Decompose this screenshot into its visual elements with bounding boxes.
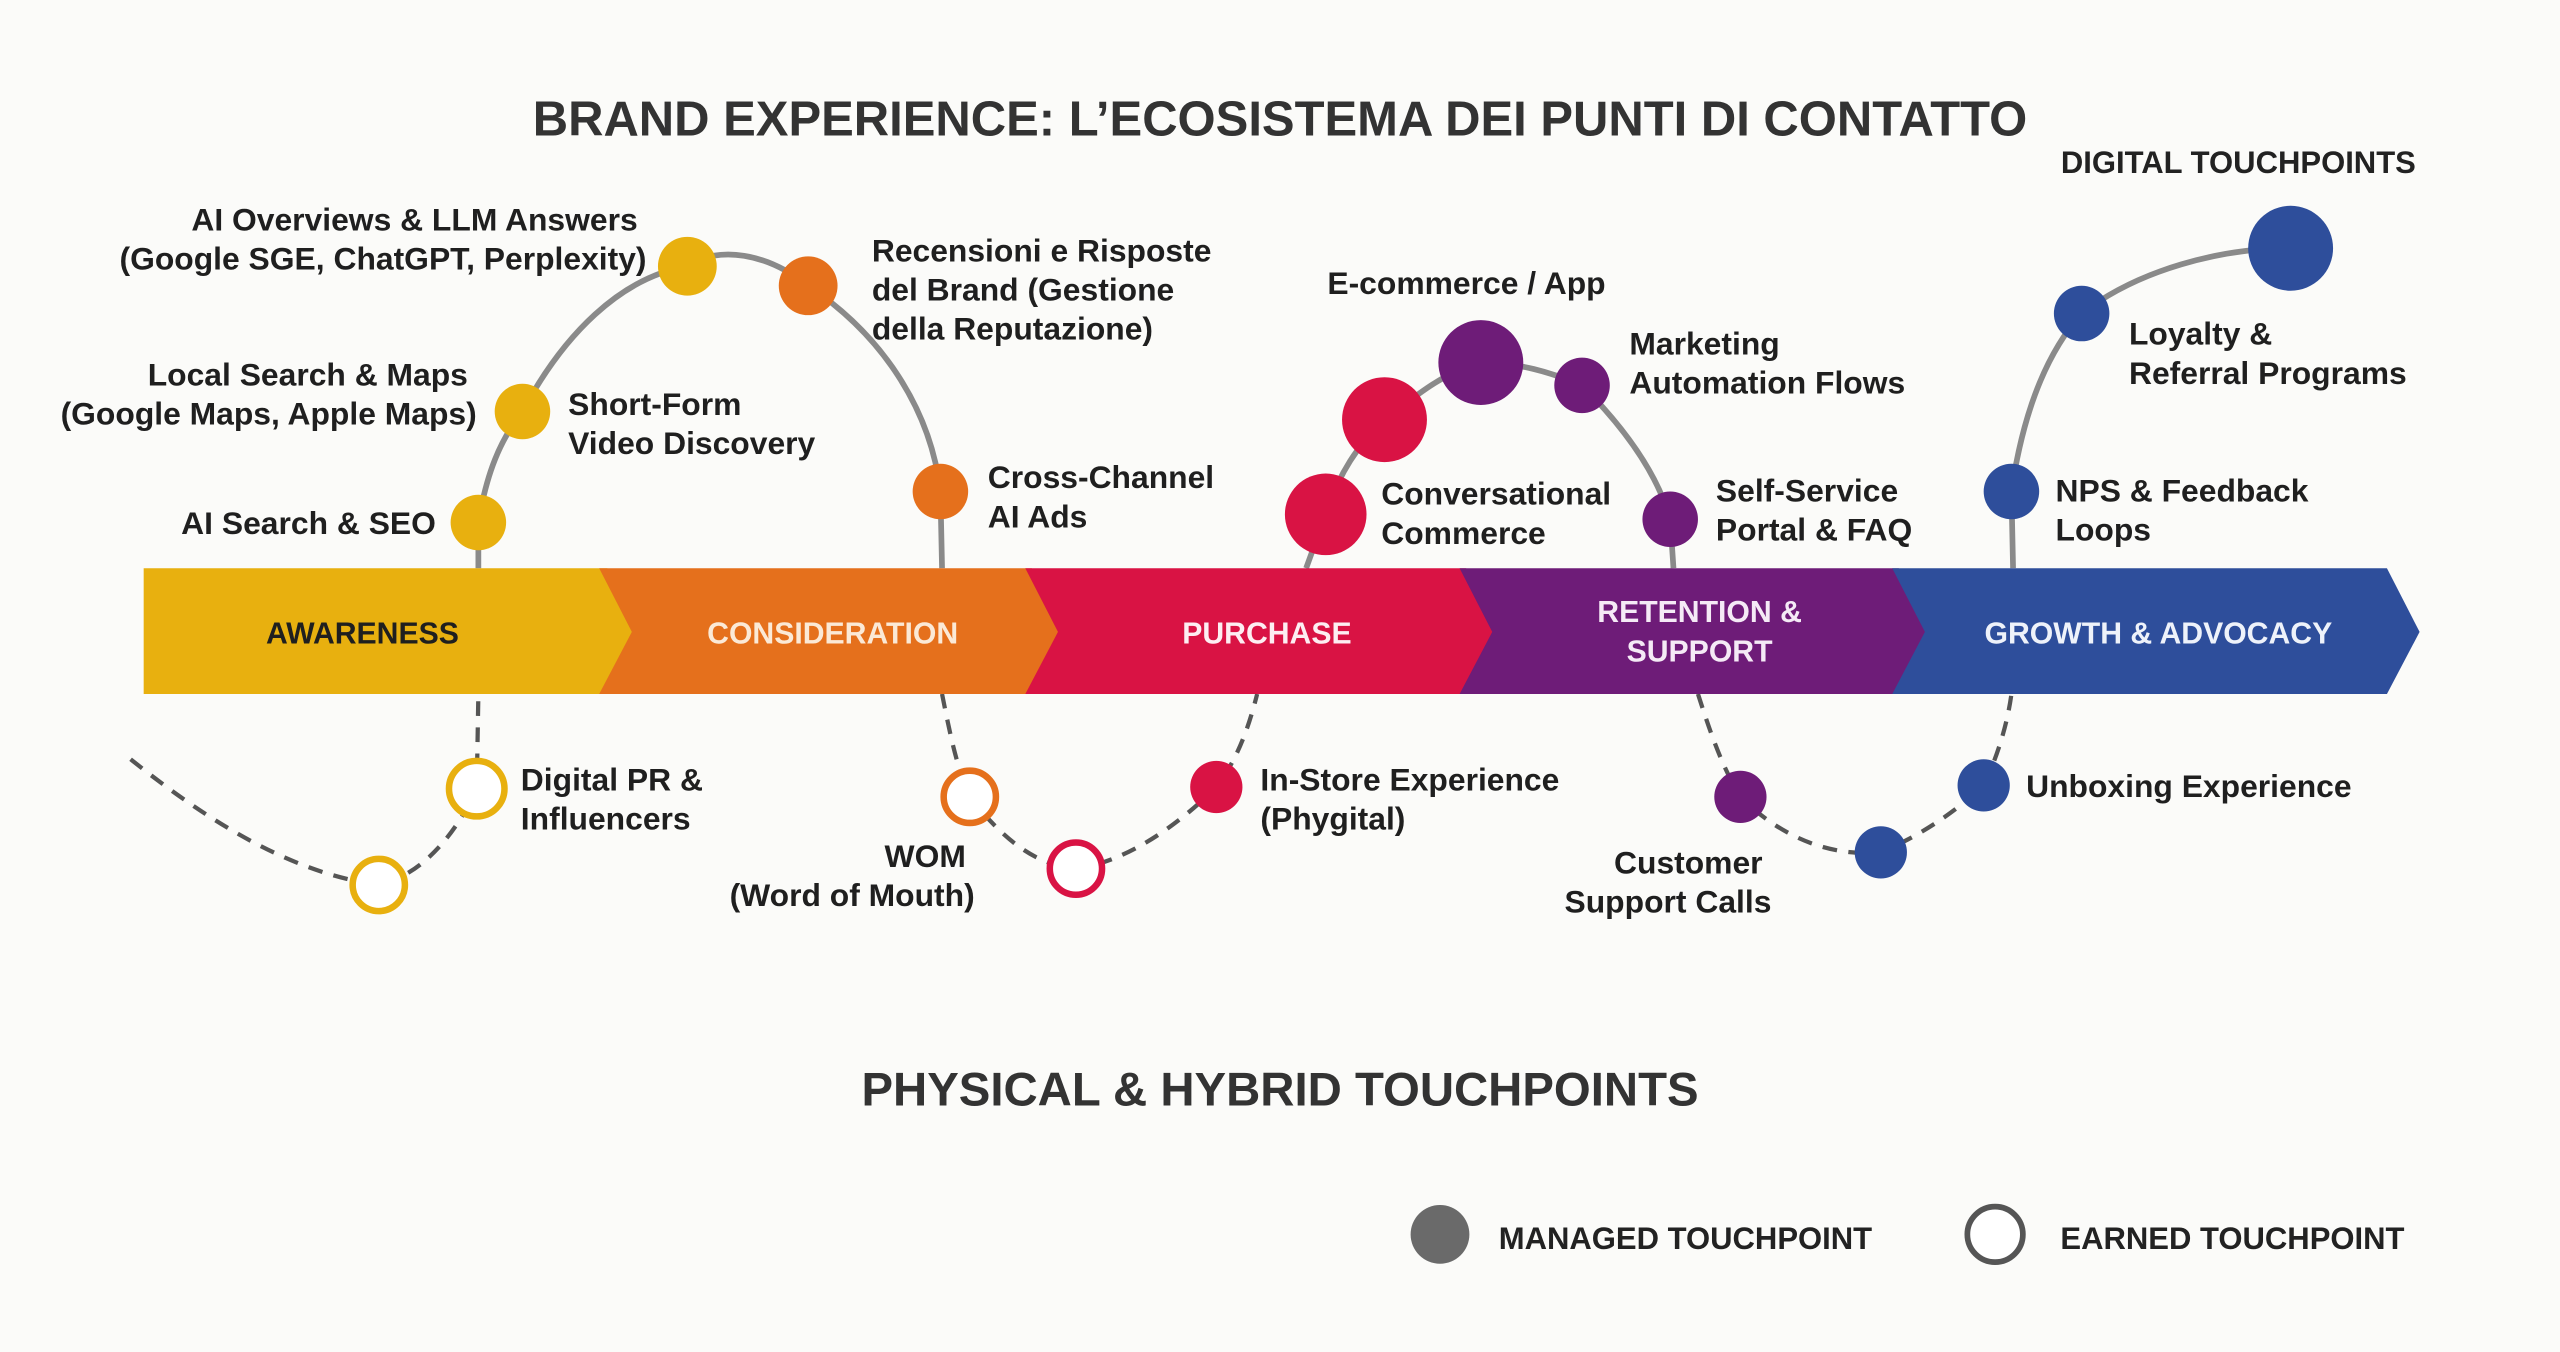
earned-node-awareness [349, 855, 409, 915]
stage-arrow-growth-advocacy: GROWTH & ADVOCACY [1892, 568, 2420, 694]
diagram-title: BRAND EXPERIENCE: L’ECOSISTEMA DEI PUNTI… [533, 93, 2028, 147]
physical-dashed-path [129, 693, 481, 888]
earned-node-purchase [1046, 839, 1106, 899]
earned-node-digital-pr [445, 757, 508, 820]
touchpoint-node-growth-top [2248, 205, 2334, 291]
touchpoint-label: E-commerce / App [1327, 265, 1605, 301]
touchpoint-label: Loyalty & Referral Programs [2129, 316, 2407, 391]
touchpoint-label: Customer Support Calls [1565, 845, 1772, 920]
stage-label: AWARENESS [266, 617, 459, 650]
touchpoint-label: NPS & Feedback Loops [2056, 472, 2318, 547]
touchpoint-node-growth-physical [1854, 826, 1907, 879]
earned-node-wom [940, 767, 1000, 827]
legend-earned-label: EARNED TOUCHPOINT [2060, 1221, 2404, 1256]
managed-touchpoint-legend-icon [1410, 1204, 1470, 1264]
touchpoint-node-ecommerce-app [1438, 320, 1524, 405]
stage-label: PURCHASE [1182, 617, 1351, 650]
touchpoint-label: WOM (Word of Mouth) [730, 838, 975, 913]
touchpoint-label: In-Store Experience (Phygital) [1260, 761, 1568, 836]
stage-arrow-retention-support: RETENTION & SUPPORT [1459, 568, 1932, 694]
stage-arrow-awareness: AWARENESS [143, 568, 640, 694]
stage-arrow-purchase: PURCHASE [1025, 568, 1499, 694]
touchpoint-node-unboxing [1957, 759, 2010, 812]
touchpoint-node-self-service [1642, 491, 1698, 548]
touchpoint-label: Recensioni e Risposte del Brand (Gestion… [872, 232, 1220, 346]
stage-arrow-consideration: CONSIDERATION [599, 568, 1065, 694]
touchpoint-label: AI Overviews & LLM Answers (Google SGE, … [119, 201, 646, 276]
touchpoint-node-loyalty [2053, 285, 2110, 342]
touchpoint-node-conversational-commerce [1284, 473, 1367, 556]
touchpoint-label: Local Search & Maps (Google Maps, Apple … [61, 356, 477, 431]
touchpoint-node-in-store [1190, 760, 1243, 814]
touchpoint-label: Marketing Automation Flows [1629, 325, 1905, 400]
touchpoint-node-recensioni [778, 256, 838, 316]
touchpoint-node-marketing-automation [1554, 357, 1610, 414]
stage-label: RETENTION & [1597, 596, 1802, 629]
touchpoint-node-ai-overviews [657, 236, 717, 296]
touchpoint-label: Digital PR & Influencers [521, 761, 712, 836]
digital-touchpoints-heading: DIGITAL TOUCHPOINTS [2061, 145, 2416, 180]
touchpoint-node-ai-search [450, 494, 507, 551]
touchpoint-label: Short-Form Video Discovery [568, 386, 815, 461]
touchpoint-node-cross-channel [912, 463, 969, 520]
touchpoint-node-nps [1983, 463, 2040, 520]
physical-touchpoints-heading: PHYSICAL & HYBRID TOUCHPOINTS [861, 1063, 1698, 1116]
stage-label: SUPPORT [1627, 635, 1773, 668]
growth-arc [2008, 245, 2291, 569]
earned-touchpoint-legend-icon [1964, 1203, 2026, 1265]
stage-label: CONSIDERATION [707, 617, 958, 650]
touchpoint-label: Unboxing Experience [2026, 768, 2351, 804]
touchpoint-label: Self-Service Portal & FAQ [1716, 472, 1912, 547]
touchpoint-label: AI Search & SEO [181, 505, 436, 541]
touchpoint-label: Conversational Commerce [1381, 476, 1620, 551]
touchpoint-node-purchase [1342, 377, 1427, 463]
stage-label: GROWTH & ADVOCACY [1985, 617, 2333, 650]
touchpoint-node-support-calls [1714, 770, 1767, 823]
legend: MANAGED TOUCHPOINT EARNED TOUCHPOINT [1410, 1203, 2405, 1265]
touchpoint-node-local-search [494, 383, 551, 440]
legend-managed-label: MANAGED TOUCHPOINT [1499, 1221, 1872, 1256]
touchpoint-label: Cross-Channel AI Ads [988, 459, 1223, 534]
